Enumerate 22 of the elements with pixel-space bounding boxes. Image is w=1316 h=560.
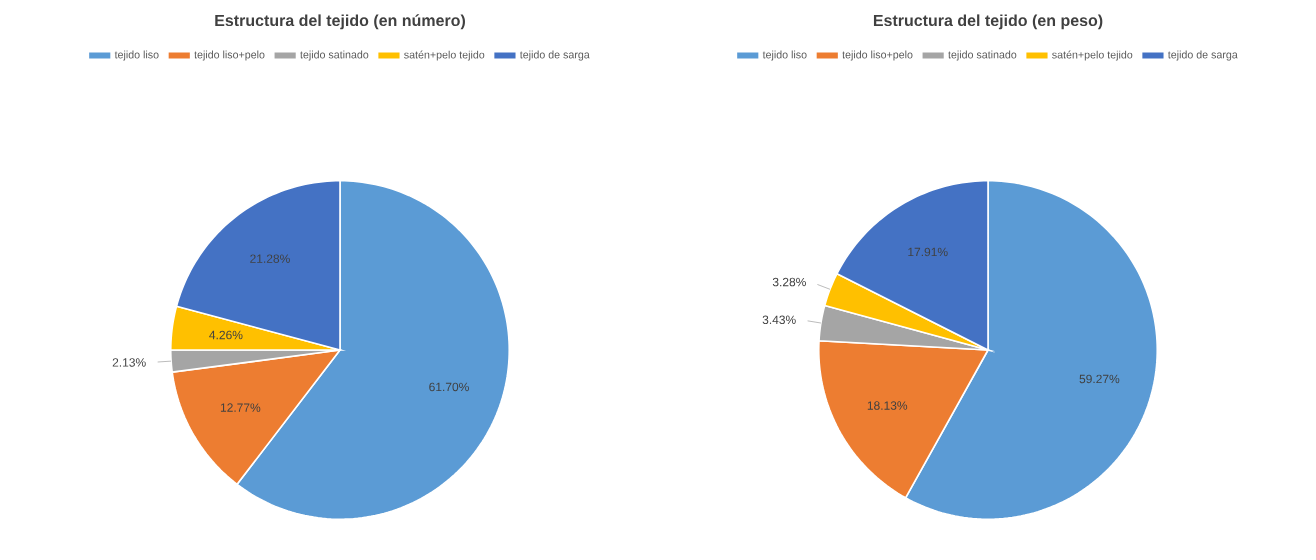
data-label: 2.13% (112, 358, 146, 367)
data-label: 3.43% (762, 315, 796, 325)
legend-label: tejido satinado (300, 50, 369, 61)
data-label: 59.27% (1079, 374, 1120, 384)
legend-label: tejido liso (762, 50, 807, 61)
legend-label: tejido de sarga (1167, 50, 1238, 61)
legend-label: tejido liso+pelo (842, 50, 913, 61)
data-label: 12.77% (220, 403, 261, 412)
data-label: 18.13% (867, 401, 908, 410)
legend-label: satén+pelo tejido (404, 50, 485, 61)
legend-label: tejido liso+pelo (194, 50, 265, 61)
legend-label: tejido liso (114, 50, 159, 61)
data-label: 3.28% (772, 277, 806, 287)
data-label: 17.91% (908, 247, 948, 257)
legend-label: satén+pelo tejido (1052, 50, 1133, 61)
legend-label: tejido satinado (948, 50, 1017, 61)
data-label: 61.70% (429, 382, 469, 392)
chart-title: Estructura del tejido (en peso) (873, 14, 1103, 30)
legend-label: tejido de sarga (519, 50, 590, 61)
data-label: 21.28% (250, 254, 290, 263)
data-label: 4.26% (209, 330, 243, 340)
chart-title: Estructura del tejido (en número) (215, 14, 466, 30)
